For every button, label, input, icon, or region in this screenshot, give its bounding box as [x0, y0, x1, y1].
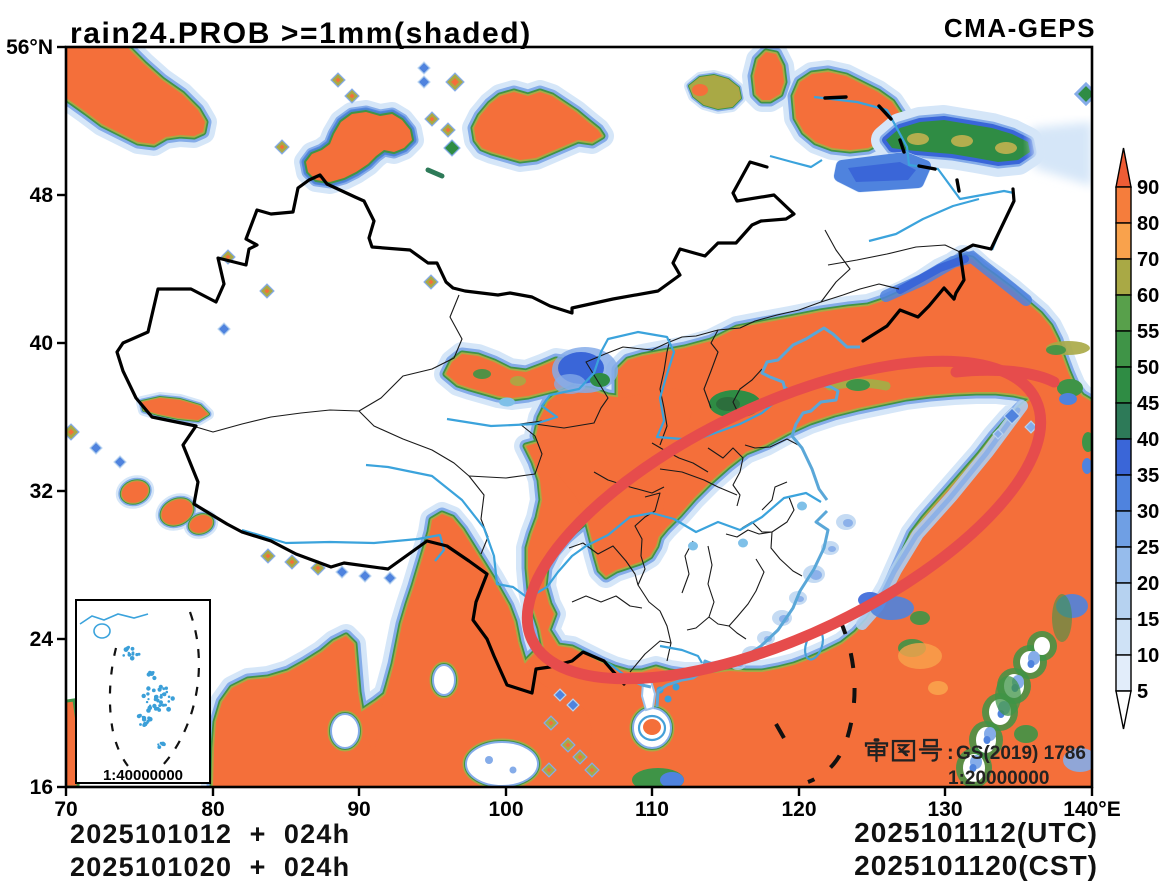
svg-text:90: 90 — [347, 798, 370, 821]
svg-text:2025101112(UTC): 2025101112(UTC) — [854, 817, 1098, 848]
svg-text:80: 80 — [1137, 213, 1159, 235]
svg-text:100: 100 — [488, 798, 523, 821]
svg-text:70: 70 — [54, 798, 77, 821]
svg-text:CMA-GEPS: CMA-GEPS — [944, 13, 1096, 43]
svg-text:32: 32 — [30, 480, 53, 503]
svg-text:70: 70 — [1137, 249, 1159, 271]
svg-text:2025101020 + 024h: 2025101020 + 024h — [70, 852, 350, 882]
svg-text:40: 40 — [30, 332, 53, 355]
svg-text:45: 45 — [1137, 393, 1159, 415]
svg-text:56°N: 56°N — [6, 36, 53, 59]
svg-text:30: 30 — [1137, 501, 1159, 523]
svg-text:140°E: 140°E — [1063, 798, 1120, 821]
svg-text:60: 60 — [1137, 285, 1159, 307]
svg-text:16: 16 — [30, 776, 53, 799]
svg-text:120: 120 — [781, 798, 816, 821]
svg-text:2025101120(CST): 2025101120(CST) — [854, 850, 1098, 881]
svg-text:2025101012 + 024h: 2025101012 + 024h — [70, 819, 350, 849]
svg-text:90: 90 — [1137, 177, 1159, 199]
svg-text:10: 10 — [1137, 645, 1159, 667]
svg-text:5: 5 — [1137, 681, 1148, 703]
svg-text:80: 80 — [201, 798, 224, 821]
svg-text:15: 15 — [1137, 609, 1159, 631]
svg-text:40: 40 — [1137, 429, 1159, 451]
svg-text:50: 50 — [1137, 357, 1159, 379]
svg-text:48: 48 — [30, 184, 54, 207]
svg-text:110: 110 — [635, 798, 669, 821]
svg-text:GS(2019) 1786: GS(2019) 1786 — [956, 743, 1086, 764]
svg-text::: : — [947, 742, 954, 764]
svg-text:rain24.PROB >=1mm(shaded): rain24.PROB >=1mm(shaded) — [70, 17, 532, 50]
svg-text:55: 55 — [1137, 321, 1159, 343]
svg-text:1:40000000: 1:40000000 — [103, 767, 183, 784]
svg-text:130: 130 — [927, 798, 962, 821]
svg-text:24: 24 — [30, 628, 54, 651]
svg-text:20: 20 — [1137, 573, 1159, 595]
svg-text:35: 35 — [1137, 465, 1159, 487]
svg-text:1:20000000: 1:20000000 — [948, 768, 1049, 789]
svg-text:25: 25 — [1137, 537, 1159, 559]
